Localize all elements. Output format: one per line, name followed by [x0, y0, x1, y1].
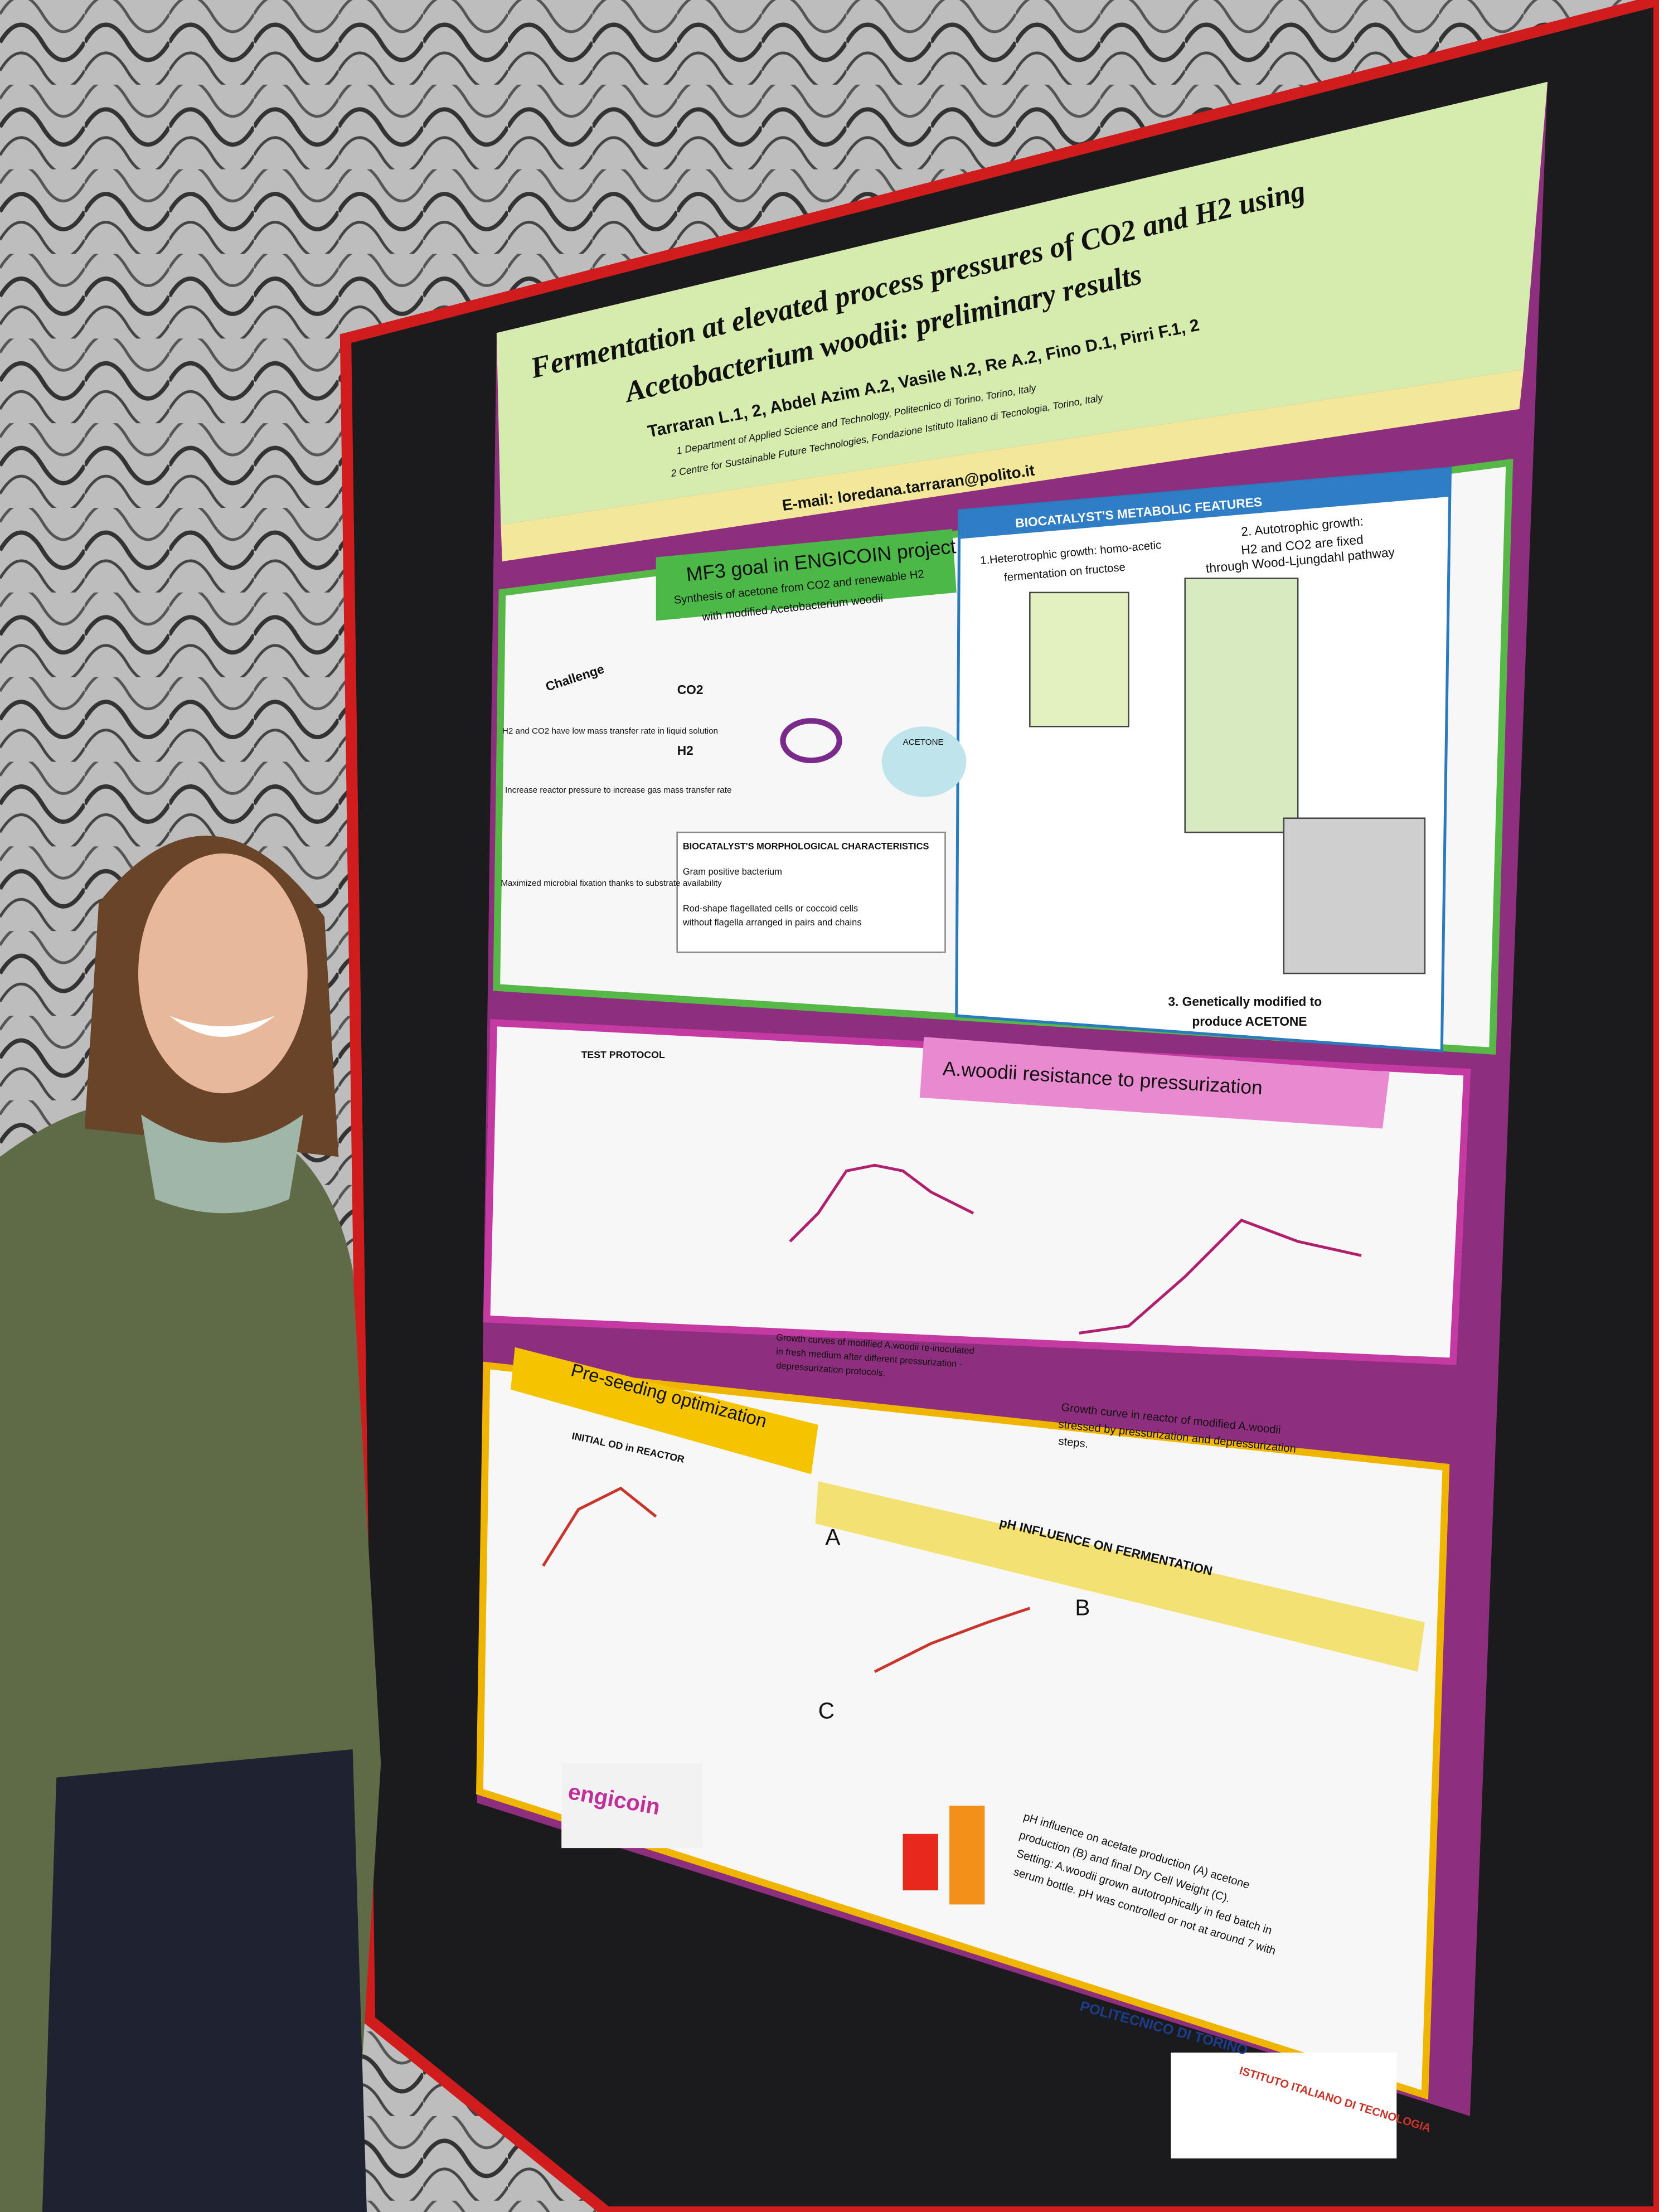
bacterium-icon [780, 718, 842, 764]
morphology-item: without flagella arranged in pairs and c… [682, 918, 862, 928]
smile [169, 1016, 275, 1037]
title-area [496, 81, 1548, 525]
logo-box [561, 1763, 703, 1849]
resistance-banner [919, 1037, 1390, 1129]
acetone-bubble [881, 726, 967, 797]
panel-label: C [818, 1697, 835, 1723]
diagram-label: CO2 [677, 682, 704, 697]
pathway-box [1283, 817, 1426, 974]
challenge-item: H2 and CO2 have low mass transfer rate i… [502, 726, 718, 736]
logo-box [1171, 2053, 1397, 2158]
challenge-item: Increase reactor pressure to increase ga… [505, 785, 731, 795]
caption: steps. [1058, 1435, 1089, 1451]
bar-icon [903, 1833, 938, 1891]
pathway-box [1184, 578, 1299, 833]
protocol-heading: TEST PROTOCOL [581, 1049, 665, 1060]
plot-line [874, 1607, 1031, 1673]
bar-icon [949, 1806, 985, 1905]
metabolic-text: 3. Genetically modified to [1168, 994, 1322, 1008]
diagram-label: ACETONE [903, 738, 944, 747]
morphology-heading: BIOCATALYST'S MORPHOLOGICAL CHARACTERIST… [683, 841, 929, 851]
section-preseeding [476, 1361, 1450, 2100]
metabolic-header [959, 468, 1451, 539]
panel-label: A [825, 1524, 840, 1550]
ph-banner [815, 1481, 1425, 1672]
plot-line [1079, 1219, 1362, 1335]
pathway-box [1029, 591, 1129, 727]
scarf [141, 1114, 304, 1214]
morphology-item: Gram positive bacterium [683, 867, 782, 877]
trousers [42, 1749, 367, 2212]
challenge-item: Maximized microbial fixation thanks to s… [501, 879, 722, 888]
morphology-box [676, 831, 946, 953]
panel-label: B [1075, 1595, 1090, 1621]
face [138, 853, 308, 1094]
metabolic-text: produce ACETONE [1192, 1014, 1307, 1029]
diagram-label: H2 [677, 743, 693, 758]
plot-line [789, 1163, 974, 1243]
morphology-item: Rod-shape flagellated cells or coccoid c… [683, 904, 858, 914]
plot-line [542, 1486, 657, 1567]
goal-banner [656, 528, 957, 621]
email-bar [501, 370, 1524, 562]
preseeding-banner [511, 1347, 818, 1474]
